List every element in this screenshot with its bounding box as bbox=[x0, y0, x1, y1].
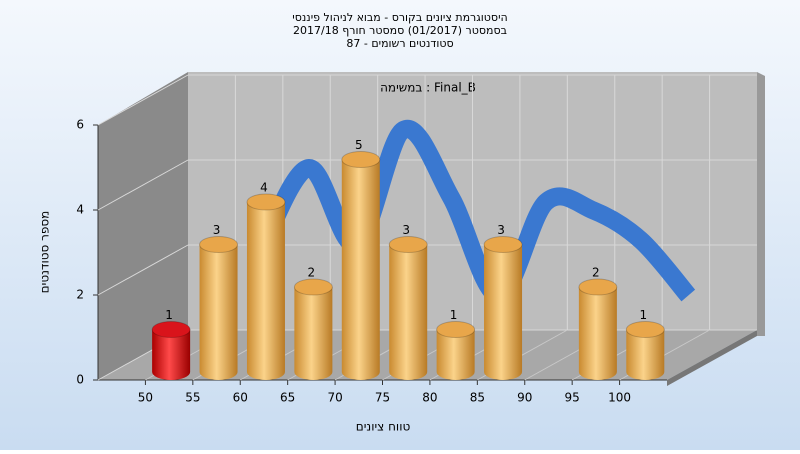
bar bbox=[199, 244, 238, 380]
bar-top bbox=[578, 278, 618, 296]
x-axis-label: טווח ציונים bbox=[356, 420, 411, 434]
title-line: היסטוגרמת ציונים בקורס - מבוא לניהול פינ… bbox=[292, 11, 507, 24]
bar-top bbox=[341, 151, 381, 168]
bar-top bbox=[436, 321, 476, 338]
x-tick-label: 80 bbox=[422, 391, 437, 405]
bar bbox=[436, 329, 475, 380]
bar-top bbox=[483, 236, 523, 253]
left-wall bbox=[98, 72, 188, 380]
grid-line bbox=[97, 159, 189, 211]
x-tick-label: 65 bbox=[280, 391, 295, 405]
bar bbox=[484, 244, 523, 380]
title-line: סטודנטים רשומים - 87 bbox=[346, 37, 453, 50]
bar bbox=[626, 329, 665, 380]
value-label: 3 bbox=[402, 223, 410, 237]
x-tick-label: 85 bbox=[470, 391, 485, 405]
grid-line bbox=[97, 74, 189, 126]
y-tick-label: 6 bbox=[76, 118, 84, 132]
curve bbox=[253, 120, 696, 305]
bar bbox=[294, 287, 333, 380]
floor-edge bbox=[667, 330, 757, 386]
value-label: 3 bbox=[213, 223, 221, 237]
bar bbox=[246, 202, 285, 380]
bar bbox=[389, 244, 428, 380]
x-tick-label: 50 bbox=[138, 391, 153, 405]
x-tick-label: 60 bbox=[233, 391, 248, 405]
bar-top bbox=[293, 278, 333, 296]
value-label: 3 bbox=[497, 223, 505, 237]
x-tick-label: 70 bbox=[327, 391, 342, 405]
x-tick-label: 75 bbox=[375, 391, 390, 405]
bar bbox=[578, 287, 617, 380]
bar bbox=[152, 329, 191, 380]
x-tick-label: 55 bbox=[185, 391, 200, 405]
value-label: 5 bbox=[355, 138, 363, 152]
bar-top bbox=[151, 321, 191, 338]
bar-top bbox=[388, 236, 428, 253]
y-tick-label: 4 bbox=[76, 203, 84, 217]
value-label: 4 bbox=[260, 181, 268, 195]
value-label: 2 bbox=[592, 266, 600, 280]
value-label: 1 bbox=[639, 308, 647, 322]
value-label: 2 bbox=[308, 266, 316, 280]
value-label: 1 bbox=[165, 308, 173, 322]
x-tick-label: 100 bbox=[608, 391, 631, 405]
bar-top bbox=[625, 321, 665, 338]
bar-top bbox=[199, 236, 239, 253]
wall-edge bbox=[757, 72, 765, 336]
y-tick-label: 0 bbox=[76, 373, 84, 387]
value-label: 1 bbox=[450, 308, 458, 322]
bar-top bbox=[246, 193, 286, 211]
y-tick-label: 2 bbox=[76, 288, 84, 302]
x-tick-label: 90 bbox=[517, 391, 532, 405]
title-line: בסמסטר (01/2017) סמסטר חורף 2017/18 bbox=[293, 24, 507, 37]
x-tick-label: 95 bbox=[565, 391, 580, 405]
y-axis-label: מספר סטודנטים bbox=[38, 211, 52, 294]
grid-line bbox=[97, 244, 189, 296]
bar bbox=[341, 159, 380, 380]
annotation: במשימה : Final_B bbox=[380, 81, 476, 95]
plot: 0 2 4 6 50 55 60 65 70 75 80 85 90 95 100 1 3 4 2 5 3 1 3 2 1 bbox=[76, 74, 757, 405]
